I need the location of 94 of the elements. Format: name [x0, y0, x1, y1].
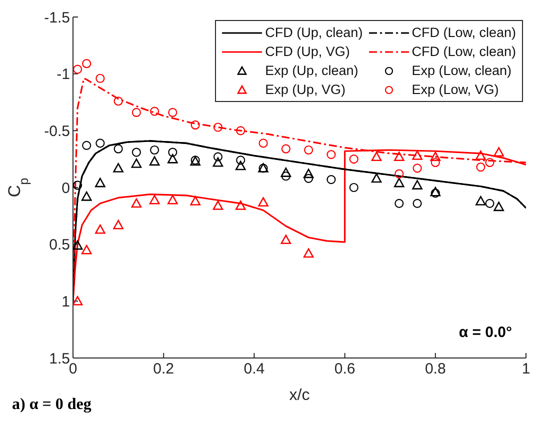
point — [190, 120, 200, 130]
point — [96, 74, 105, 83]
point — [235, 160, 246, 170]
point — [149, 194, 160, 204]
point — [113, 163, 124, 172]
x-tick-label: 0.4 — [244, 360, 265, 378]
point — [168, 154, 178, 164]
point — [258, 138, 268, 148]
point — [212, 157, 224, 167]
point — [131, 198, 142, 208]
point — [485, 158, 494, 168]
point — [73, 240, 83, 250]
y-tick-label: 1 — [62, 293, 70, 310]
point — [73, 64, 82, 74]
point — [132, 148, 141, 157]
point — [190, 196, 200, 206]
point — [394, 152, 404, 162]
point — [213, 122, 223, 132]
legend-label: Exp (Up, clean) — [265, 63, 358, 78]
point — [280, 234, 292, 244]
point — [95, 224, 106, 234]
point — [281, 144, 290, 154]
point — [394, 178, 404, 188]
point — [412, 164, 422, 173]
point — [149, 156, 160, 166]
point — [73, 296, 83, 306]
point — [235, 200, 246, 210]
point — [476, 196, 486, 206]
point — [412, 150, 422, 160]
x-axis-title: x/c — [289, 387, 310, 404]
x-tick-label: 0.2 — [153, 360, 174, 378]
point — [258, 197, 268, 207]
point — [213, 152, 223, 162]
text: a) α = 0 deg — [12, 396, 92, 414]
point — [494, 147, 504, 157]
point — [394, 198, 404, 208]
point — [476, 162, 486, 172]
legend-label: Exp (Low, clean) — [412, 63, 512, 78]
point — [96, 138, 105, 148]
legend-label: CFD (Low, clean) — [412, 25, 516, 40]
point — [82, 140, 92, 150]
point — [349, 182, 358, 192]
point — [81, 191, 92, 201]
point — [113, 220, 124, 230]
point — [412, 180, 422, 190]
point — [304, 145, 314, 155]
point — [114, 96, 123, 106]
point — [371, 173, 382, 183]
point — [73, 180, 82, 190]
point — [131, 158, 142, 168]
point — [430, 158, 440, 168]
point — [212, 200, 224, 210]
legend-label: Exp (Low, VG) — [412, 82, 499, 97]
point — [114, 144, 123, 154]
point — [132, 108, 141, 118]
legend-label: CFD (Up, clean) — [265, 25, 363, 40]
point — [303, 248, 314, 258]
point — [394, 169, 404, 178]
y-tick-label: -1.5 — [44, 9, 70, 26]
point — [150, 145, 160, 155]
legend-label: CFD (Up, VG) — [265, 44, 350, 59]
point — [349, 154, 358, 164]
point — [326, 174, 336, 184]
point — [430, 152, 441, 162]
point — [476, 150, 486, 160]
x-tick-label: 1 — [522, 360, 530, 378]
y-tick-label: -0.5 — [44, 122, 70, 140]
point — [95, 178, 106, 188]
point — [485, 198, 494, 208]
point — [303, 168, 314, 178]
point — [281, 172, 290, 181]
point — [412, 198, 422, 208]
x-tick-label: 0.6 — [334, 360, 356, 378]
point — [168, 194, 178, 204]
point — [82, 59, 92, 68]
point — [236, 156, 246, 165]
point — [326, 150, 336, 160]
y-tick-label: 0.5 — [49, 236, 70, 254]
legend-label: Exp (Up, VG) — [265, 82, 346, 97]
legend-label: CFD (Low, clean) — [412, 44, 516, 59]
point — [280, 168, 292, 177]
point — [371, 152, 382, 162]
point — [150, 106, 160, 116]
x-tick-label: 0.8 — [424, 360, 446, 378]
point — [236, 126, 246, 136]
y-tick-label: -1 — [56, 66, 70, 84]
point — [304, 174, 314, 183]
y-tick-label: 1.5 — [49, 350, 70, 368]
y-tick-label: 0 — [62, 180, 70, 197]
alpha-note: α = 0.0° — [458, 324, 512, 341]
point — [494, 202, 504, 212]
point — [81, 244, 92, 254]
point — [168, 108, 178, 118]
point — [168, 148, 178, 157]
